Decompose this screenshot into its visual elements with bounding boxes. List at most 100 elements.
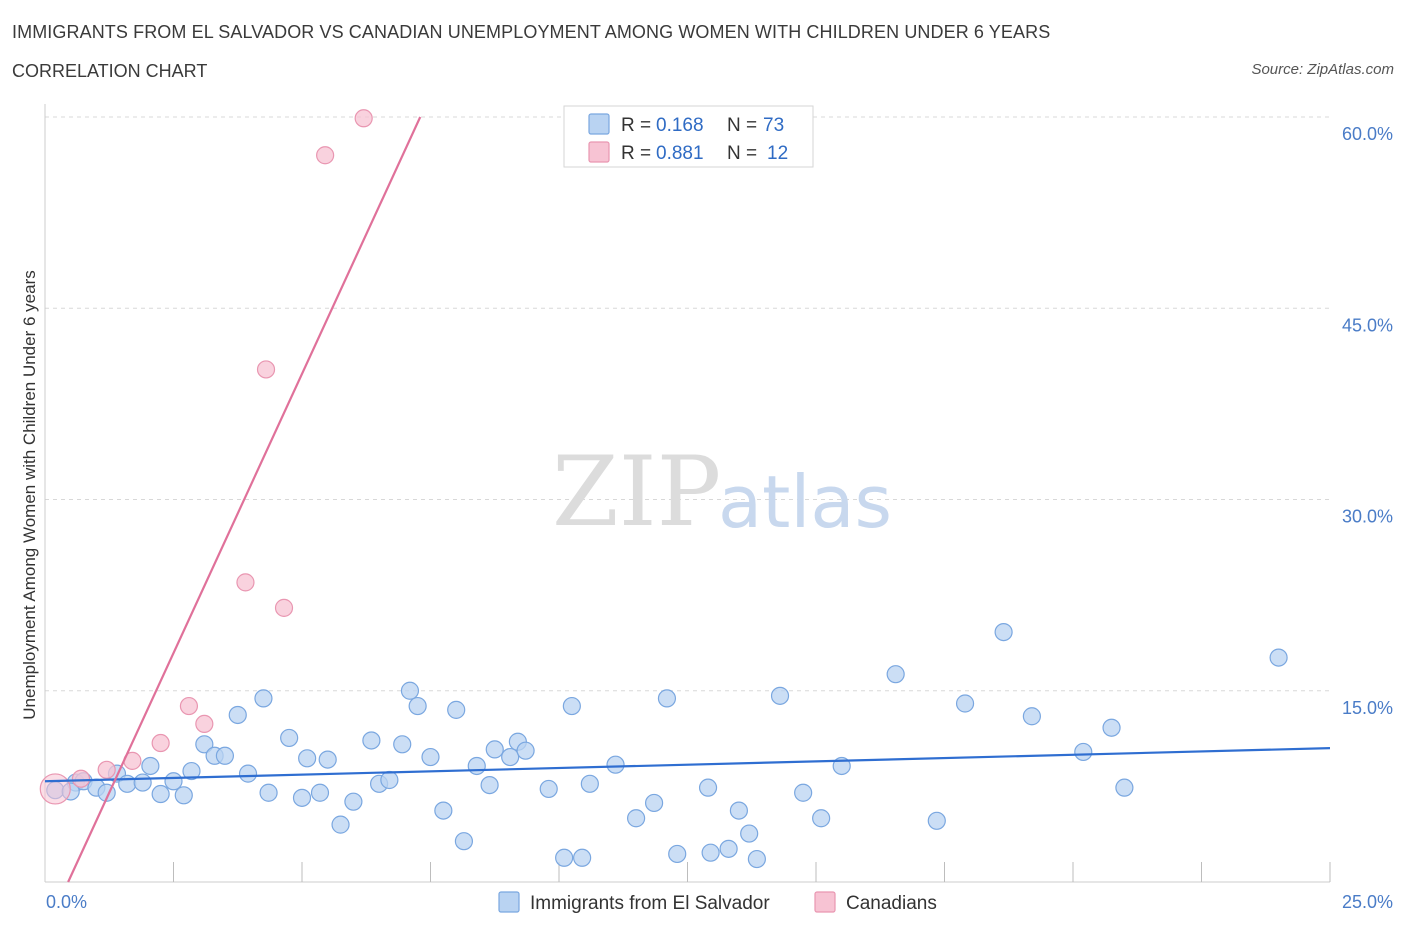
data-point-immigrants — [562, 696, 581, 716]
data-point-immigrants — [380, 770, 399, 790]
trend-line-immigrants — [44, 747, 1331, 783]
data-point-immigrants — [362, 731, 381, 750]
data-point-canadians — [354, 109, 373, 128]
data-point-immigrants — [1102, 718, 1121, 737]
data-point-immigrants — [118, 774, 137, 793]
series-legend-label-canadians: Canadians — [846, 893, 937, 914]
data-point-immigrants — [626, 809, 646, 828]
data-point-immigrants — [228, 705, 247, 725]
x-tick-labels: 0.0% 25.0% — [46, 892, 1393, 912]
data-point-immigrants — [298, 749, 317, 768]
data-point-canadians — [179, 696, 199, 716]
data-point-immigrants — [393, 735, 412, 754]
data-point-canadians — [256, 360, 276, 379]
data-point-immigrants — [539, 779, 558, 799]
legend-r-value-2: 0.881 — [656, 143, 704, 164]
correlation-legend: R = 0.168 N = 73 R = 0.881 N = 12 — [563, 105, 814, 168]
legend-r-label-1: R = — [621, 115, 651, 136]
data-point-immigrants — [812, 809, 831, 828]
data-point-immigrants — [182, 761, 201, 781]
data-point-immigrants — [318, 750, 337, 769]
data-point-immigrants — [701, 843, 720, 862]
legend-n-label-1: N = — [727, 115, 757, 136]
legend-r-value-1: 0.168 — [656, 115, 704, 136]
y-tick-label: 60.0% — [1342, 124, 1393, 144]
data-point-immigrants — [467, 756, 486, 776]
trend-line-canadians — [67, 116, 422, 883]
data-point-immigrants — [740, 824, 759, 843]
data-point-immigrants — [195, 735, 214, 754]
data-point-immigrants — [1269, 648, 1288, 667]
data-point-immigrants — [238, 764, 258, 783]
legend-r-label-2: R = — [621, 143, 651, 164]
series-immigrants-points — [46, 622, 1288, 869]
data-point-canadians — [236, 573, 255, 592]
data-point-immigrants — [344, 792, 363, 811]
data-point-immigrants — [215, 746, 234, 765]
data-point-immigrants — [573, 848, 592, 867]
data-point-immigrants — [698, 778, 718, 797]
data-point-immigrants — [151, 784, 170, 804]
legend-n-value-1: 73 — [763, 115, 784, 136]
data-point-immigrants — [447, 700, 466, 719]
data-point-immigrants — [480, 775, 499, 795]
data-point-canadians — [97, 760, 116, 779]
data-point-immigrants — [555, 848, 574, 867]
source-credit: Source: ZipAtlas.com — [1251, 61, 1394, 78]
data-point-immigrants — [719, 839, 738, 858]
series-legend: Immigrants from El Salvador Canadians — [498, 891, 937, 914]
data-point-canadians — [195, 714, 214, 734]
watermark-atlas: atlas — [718, 460, 892, 544]
data-point-immigrants — [501, 747, 520, 767]
data-point-immigrants — [259, 783, 278, 802]
legend-n-value-2: 12 — [767, 143, 788, 164]
data-point-immigrants — [254, 689, 273, 708]
data-point-immigrants — [927, 811, 946, 830]
y-tick-label: 30.0% — [1342, 507, 1393, 527]
series-legend-label-immigrants: Immigrants from El Salvador — [530, 893, 770, 914]
y-axis-label: Unemployment Among Women with Children U… — [20, 270, 39, 719]
data-point-immigrants — [133, 773, 152, 792]
x-tick-label: 25.0% — [1342, 892, 1393, 912]
chart-subtitle: CORRELATION CHART — [12, 61, 208, 81]
data-point-immigrants — [400, 681, 420, 700]
watermark: ZIP atlas — [552, 436, 892, 548]
legend-swatch-blue — [588, 113, 610, 135]
data-point-immigrants — [729, 801, 749, 820]
data-point-immigrants — [1074, 742, 1093, 762]
legend-swatch-pink — [588, 141, 610, 163]
data-point-canadians — [71, 769, 91, 788]
y-tick-label: 45.0% — [1342, 315, 1393, 335]
data-point-canadians — [316, 146, 335, 165]
y-tick-labels: 15.0% 30.0% 45.0% 60.0% — [1342, 124, 1393, 718]
watermark-zip: ZIP — [552, 436, 721, 548]
data-point-immigrants — [292, 788, 312, 807]
data-point-immigrants — [886, 665, 905, 684]
data-point-immigrants — [421, 747, 440, 767]
data-point-immigrants — [668, 844, 687, 864]
data-point-immigrants — [310, 783, 330, 802]
trend-lines — [44, 116, 1331, 883]
data-point-immigrants — [580, 774, 599, 793]
data-point-immigrants — [606, 755, 625, 774]
chart-title: IMMIGRANTS FROM EL SALVADOR VS CANADIAN … — [12, 22, 1051, 42]
data-point-canadians — [151, 733, 170, 753]
data-point-immigrants — [454, 832, 474, 851]
data-point-immigrants — [794, 783, 813, 802]
data-point-immigrants — [516, 741, 535, 760]
y-tick-label: 15.0% — [1342, 698, 1393, 718]
data-point-immigrants — [174, 786, 193, 805]
x-tick-label: 0.0% — [46, 892, 87, 912]
data-point-immigrants — [994, 622, 1013, 642]
data-point-immigrants — [485, 740, 504, 759]
data-point-immigrants — [164, 772, 183, 791]
series-legend-swatch-immigrants — [498, 891, 520, 913]
legend-n-label-2: N = — [727, 143, 757, 164]
series-legend-swatch-canadians — [814, 891, 836, 913]
data-point-canadians — [274, 598, 294, 617]
data-point-immigrants — [434, 801, 453, 820]
data-point-immigrants — [331, 815, 350, 834]
axes — [44, 104, 1331, 883]
series-canadians-points — [39, 109, 373, 805]
data-point-immigrants — [747, 849, 766, 869]
